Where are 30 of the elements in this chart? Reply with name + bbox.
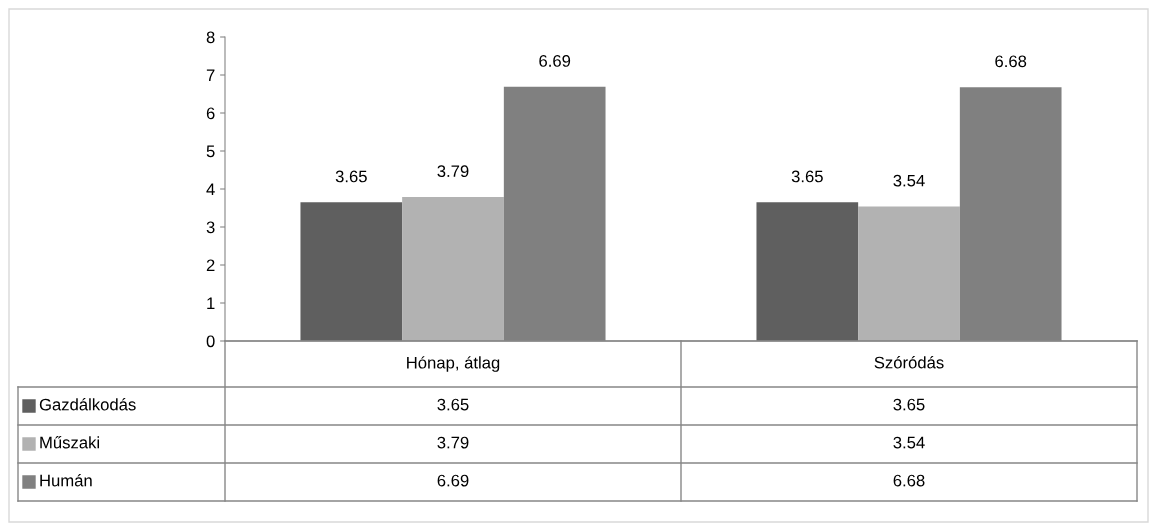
text: 3.65 — [437, 398, 469, 411]
data-label: 3.54 — [893, 174, 925, 187]
y-tick-label: 6 — [206, 107, 215, 120]
bar — [756, 202, 859, 341]
data-label: 6.68 — [995, 55, 1027, 68]
text: 3.54 — [893, 436, 925, 449]
y-tick-label: 2 — [206, 259, 215, 272]
y-tick-label: 4 — [206, 183, 215, 196]
data-label: 3.65 — [335, 170, 367, 183]
x-tick-label: Szóródás — [874, 356, 944, 369]
y-tick-label: 1 — [207, 297, 215, 310]
legend-label: Műszaki — [40, 436, 99, 449]
bar — [300, 202, 403, 341]
text: 3.65 — [893, 398, 925, 411]
y-tick-label: 7 — [206, 69, 215, 82]
data-label: 3.79 — [437, 165, 469, 178]
data-label: 3.65 — [791, 170, 823, 183]
y-tick-label: 0 — [206, 335, 215, 348]
bar — [402, 196, 504, 341]
text: 6.68 — [893, 474, 925, 487]
bar — [858, 206, 960, 341]
y-tick-label: 3 — [206, 221, 215, 234]
legend-label: Gazdálkodás — [39, 398, 136, 411]
y-tick-label: 8 — [206, 31, 215, 44]
legend-label: Humán — [40, 474, 92, 487]
y-tick-label: 5 — [206, 145, 215, 158]
text: 6.69 — [437, 474, 469, 487]
text: 3.79 — [437, 436, 469, 449]
data-label: 6.69 — [539, 55, 571, 67]
x-tick-label: Hónap, átlag — [407, 356, 500, 372]
